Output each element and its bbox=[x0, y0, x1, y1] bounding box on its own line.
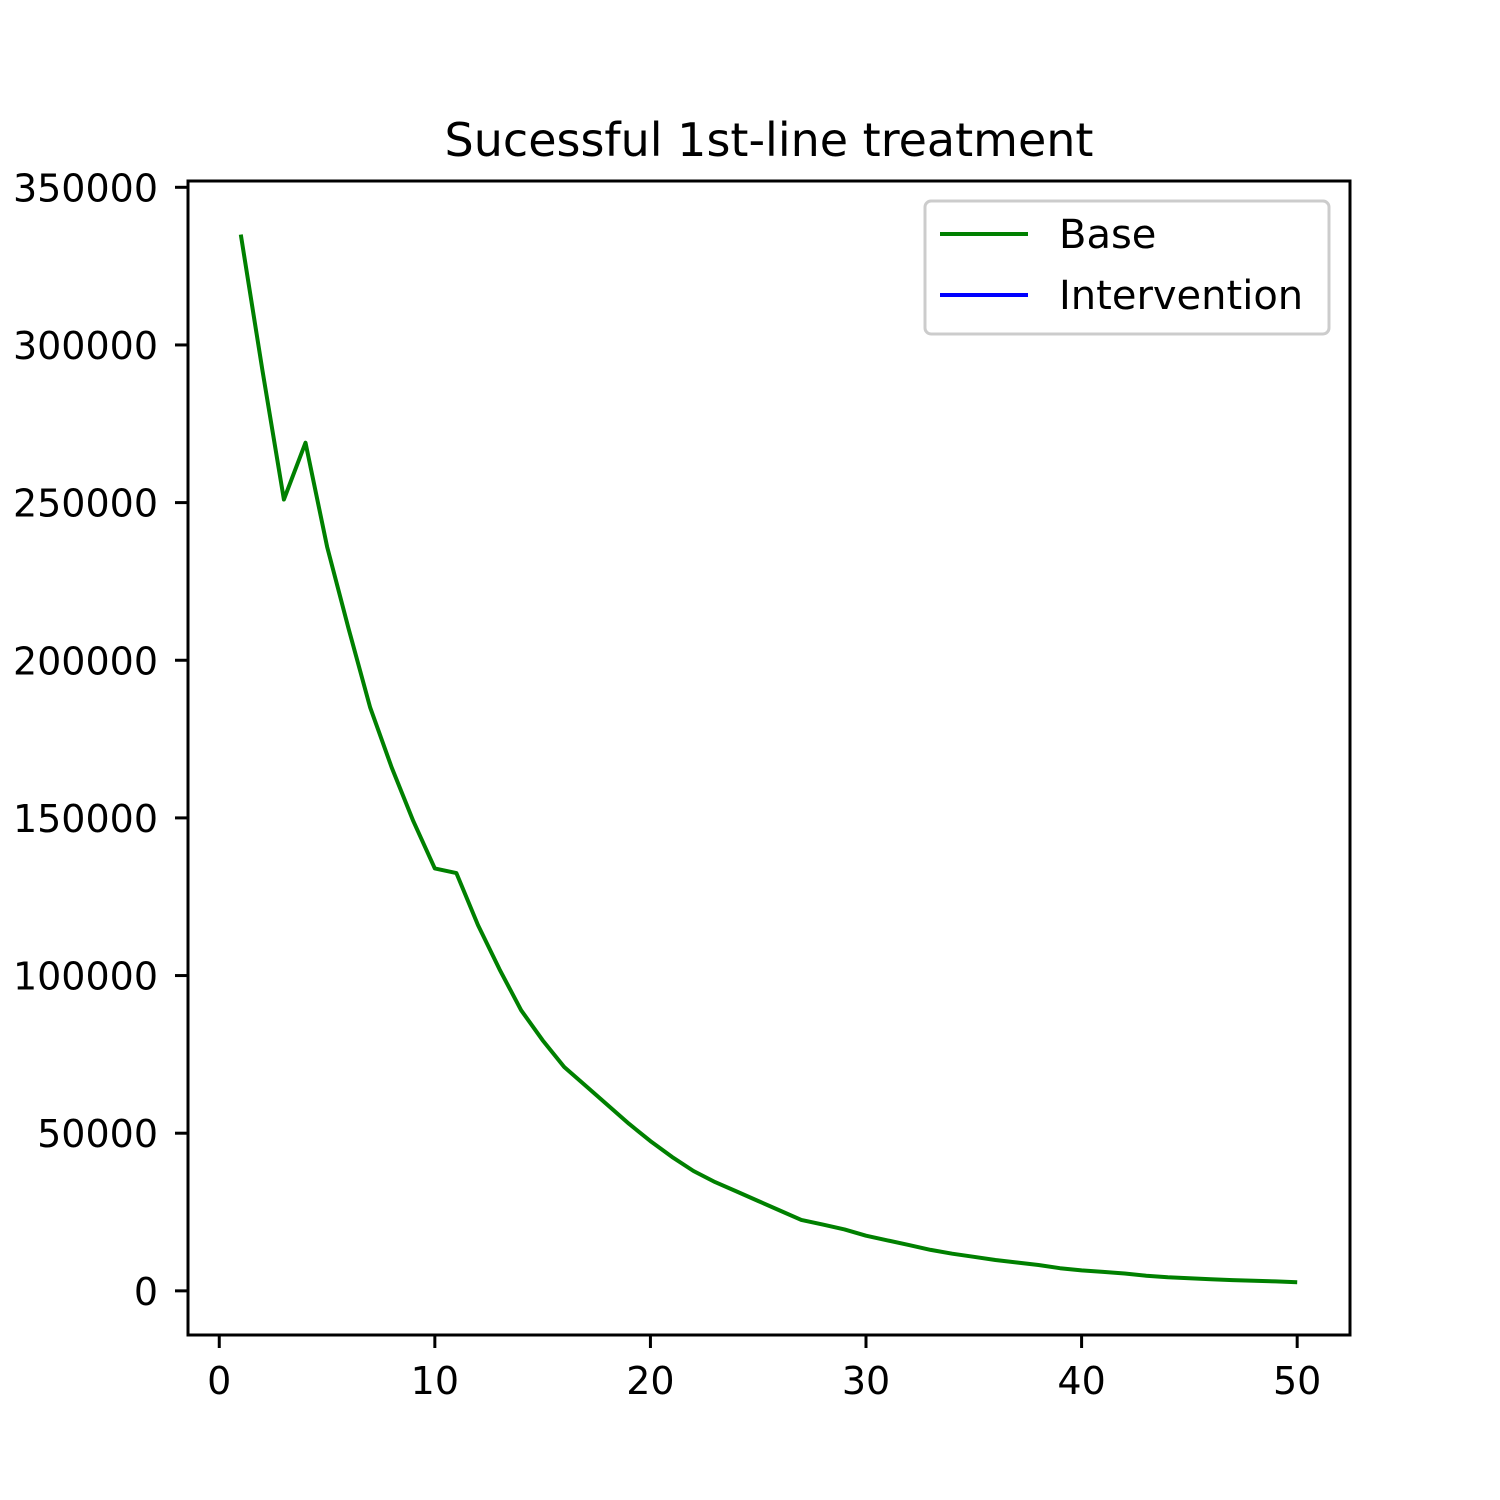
legend-label-intervention: Intervention bbox=[1059, 273, 1303, 319]
y-tick-label: 100000 bbox=[13, 955, 158, 999]
y-tick-label: 250000 bbox=[13, 482, 158, 526]
series-layer bbox=[238, 234, 1298, 1285]
y-tick-label: 50000 bbox=[37, 1112, 158, 1156]
x-axis: 0 10 20 30 40 50 bbox=[207, 1335, 1321, 1403]
plot-frame bbox=[186, 179, 1352, 1337]
x-tick-label: 0 bbox=[207, 1359, 231, 1403]
y-tick-label: 350000 bbox=[13, 166, 158, 210]
y-tick-label: 300000 bbox=[13, 324, 158, 368]
y-tick-label: 200000 bbox=[13, 639, 158, 683]
x-tick-label: 20 bbox=[626, 1359, 674, 1403]
legend: Base Intervention bbox=[923, 199, 1331, 336]
y-tick-label: 0 bbox=[134, 1270, 158, 1314]
x-tick-label: 30 bbox=[842, 1359, 890, 1403]
chart-title: Sucessful 1st-line treatment bbox=[445, 113, 1094, 167]
x-tick-label: 40 bbox=[1057, 1359, 1105, 1403]
x-tick-label: 10 bbox=[411, 1359, 459, 1403]
x-tick-label: 50 bbox=[1273, 1359, 1321, 1403]
y-tick-label: 150000 bbox=[13, 797, 158, 841]
legend-label-base: Base bbox=[1059, 212, 1156, 258]
series-line-base bbox=[238, 234, 1298, 1285]
y-axis: 0 50000 100000 150000 200000 250000 300000 3500… bbox=[13, 166, 188, 1314]
